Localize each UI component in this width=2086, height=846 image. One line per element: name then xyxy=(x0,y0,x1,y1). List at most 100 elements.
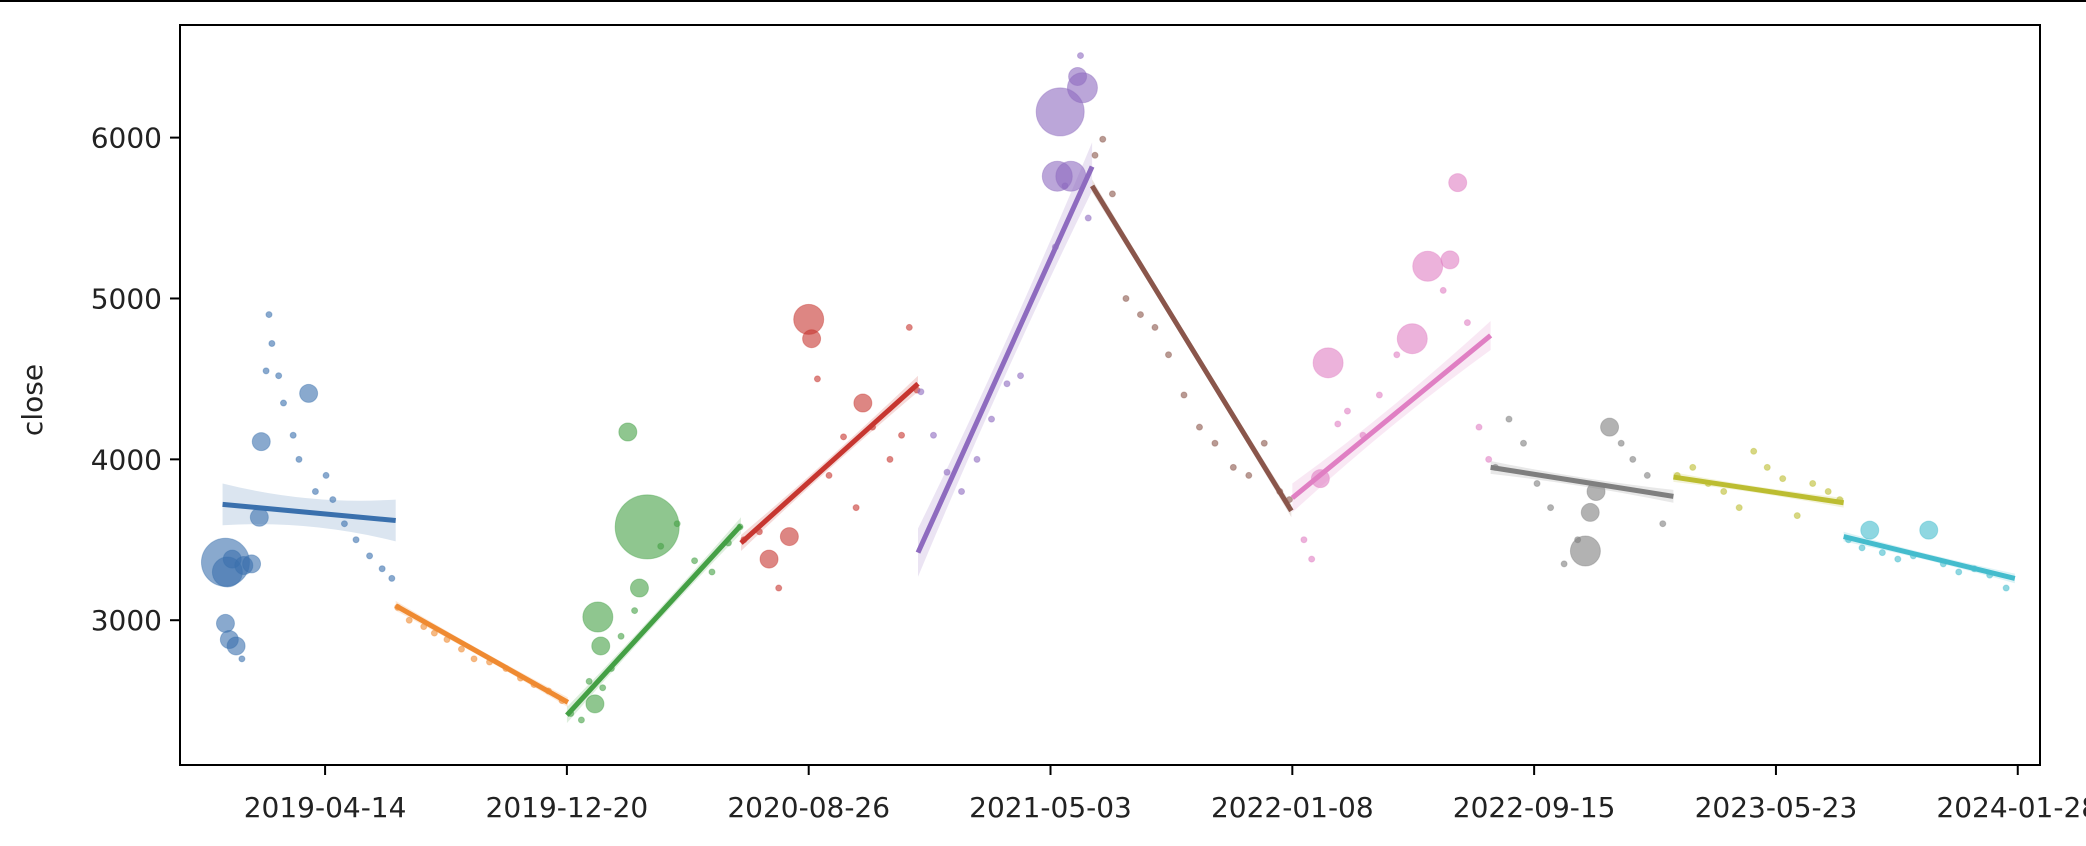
regression-line-10 xyxy=(1843,534,2016,581)
data-point xyxy=(1463,319,1471,327)
data-point xyxy=(262,367,270,375)
data-point xyxy=(1260,439,1268,447)
data-point xyxy=(1448,173,1468,193)
x-tick-label: 2023-05-23 xyxy=(1695,791,1858,824)
data-point xyxy=(1547,504,1555,512)
regression-line-6 xyxy=(1089,184,1294,513)
data-point xyxy=(929,431,937,439)
data-point xyxy=(1533,479,1541,487)
data-point xyxy=(775,584,783,592)
y-tick-label: 3000 xyxy=(91,604,162,637)
data-point xyxy=(1084,214,1092,222)
data-point xyxy=(852,504,860,512)
data-point xyxy=(1809,479,1817,487)
x-tick-label: 2020-08-26 xyxy=(727,791,890,824)
data-point xyxy=(917,388,925,396)
data-point xyxy=(708,568,716,576)
data-point xyxy=(1343,407,1351,415)
data-point xyxy=(1151,323,1159,331)
data-point xyxy=(295,455,303,463)
x-tick-label: 2019-12-20 xyxy=(486,791,649,824)
data-point xyxy=(1195,423,1203,431)
regression-line-8 xyxy=(1490,464,1674,499)
data-point xyxy=(958,488,966,496)
data-point xyxy=(1412,250,1444,282)
data-point xyxy=(1824,488,1832,496)
data-point xyxy=(1955,568,1963,576)
data-point xyxy=(1440,250,1460,270)
data-point xyxy=(249,507,269,527)
data-point xyxy=(1505,415,1513,423)
data-point xyxy=(1066,72,1098,104)
data-point xyxy=(629,578,649,598)
data-point xyxy=(1017,372,1025,380)
data-point xyxy=(405,616,413,624)
data-point xyxy=(1475,423,1483,431)
data-point xyxy=(1165,351,1173,359)
data-point xyxy=(1779,475,1787,483)
data-point xyxy=(289,431,297,439)
data-point xyxy=(1076,52,1084,60)
data-point xyxy=(1334,420,1342,428)
data-point xyxy=(1308,555,1316,563)
data-point xyxy=(1035,87,1085,137)
data-point xyxy=(242,554,262,574)
data-point xyxy=(802,329,822,349)
regression-line-9 xyxy=(1673,474,1845,506)
regression-line-3 xyxy=(565,523,743,717)
data-point xyxy=(1091,151,1099,159)
data-point xyxy=(585,694,605,714)
data-point xyxy=(759,549,779,569)
data-point xyxy=(1393,351,1401,359)
data-point xyxy=(226,636,246,656)
data-point xyxy=(1629,455,1637,463)
data-point xyxy=(943,468,951,476)
data-point xyxy=(1003,380,1011,388)
x-tick-label: 2022-09-15 xyxy=(1453,791,1616,824)
data-point xyxy=(1600,417,1620,437)
data-point xyxy=(617,632,625,640)
data-point xyxy=(299,383,319,403)
data-point xyxy=(1720,488,1728,496)
data-point xyxy=(1180,391,1188,399)
data-points xyxy=(200,52,2010,724)
data-point xyxy=(340,520,348,528)
data-point xyxy=(1375,391,1383,399)
data-point xyxy=(691,557,699,565)
data-point xyxy=(898,431,906,439)
data-point xyxy=(1485,455,1493,463)
data-point xyxy=(614,494,680,560)
regression-line-5 xyxy=(915,165,1095,554)
regression-line-1 xyxy=(222,501,396,523)
y-axis: 3000 4000 5000 6000 xyxy=(91,122,180,637)
data-point xyxy=(825,471,833,479)
data-point xyxy=(388,574,396,582)
data-point xyxy=(1300,536,1308,544)
data-point xyxy=(585,677,593,685)
data-point xyxy=(1136,311,1144,319)
data-point xyxy=(1735,504,1743,512)
data-point xyxy=(988,415,996,423)
data-point xyxy=(378,565,386,573)
data-point xyxy=(470,655,478,663)
plot-frame xyxy=(179,24,2041,766)
regression-line-4 xyxy=(739,381,920,545)
data-point xyxy=(1108,190,1116,198)
data-point xyxy=(1245,471,1253,479)
data-point xyxy=(1569,535,1601,567)
data-point xyxy=(840,433,848,441)
data-point xyxy=(322,471,330,479)
data-point xyxy=(1858,544,1866,552)
data-point xyxy=(1659,520,1667,528)
regression-line-7 xyxy=(1290,333,1493,500)
data-point xyxy=(265,311,273,319)
data-point xyxy=(311,488,319,496)
data-point xyxy=(1396,323,1428,355)
data-point xyxy=(1211,439,1219,447)
data-point xyxy=(813,375,821,383)
y-tick-label: 4000 xyxy=(91,443,162,476)
data-point xyxy=(853,393,873,413)
data-point xyxy=(905,323,913,331)
data-point xyxy=(599,684,607,692)
data-point xyxy=(1312,347,1344,379)
